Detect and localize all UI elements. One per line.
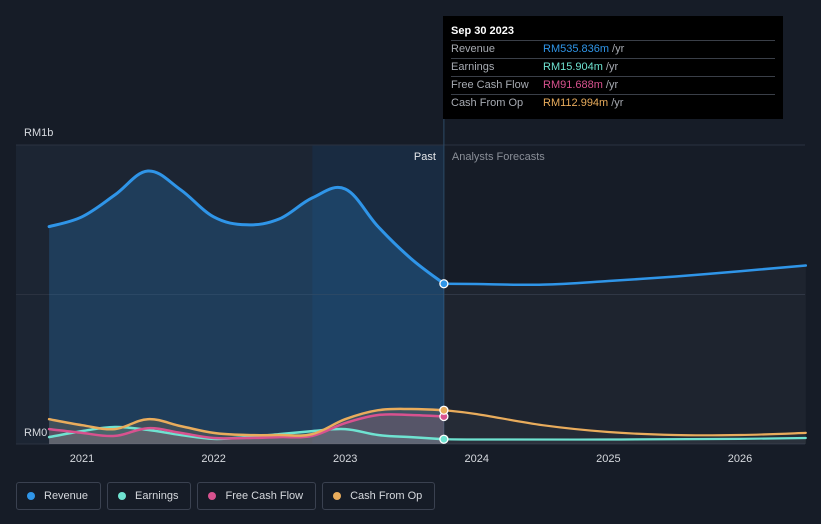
tooltip-row-revenue: Revenue RM535.836m /yr xyxy=(451,40,775,58)
x-tick-label-2022: 2022 xyxy=(201,453,225,465)
legend-label: Cash From Op xyxy=(350,490,423,502)
cash-from-op-past-line xyxy=(47,407,446,437)
y-axis-top-label: RM1b xyxy=(24,127,53,139)
forecast-label: Analysts Forecasts xyxy=(452,151,545,163)
chart-grid-layer xyxy=(16,95,805,445)
cash-from-op-forecast-line xyxy=(442,409,807,437)
tooltip-value-revenue: RM535.836m xyxy=(543,43,610,55)
tooltip-value-earnings: RM15.904m xyxy=(543,61,603,73)
tooltip-row-earnings: Earnings RM15.904m /yr xyxy=(451,58,775,76)
free-cash-flow-dot-icon xyxy=(208,492,217,500)
legend-label: Free Cash Flow xyxy=(225,490,304,502)
cash-from-op-dot-icon xyxy=(333,492,342,500)
cash-from-op-past-area xyxy=(49,408,444,444)
past-label: Past xyxy=(414,151,436,163)
earnings-dot-icon xyxy=(118,492,127,500)
chart-line-layer xyxy=(47,169,808,441)
tooltip-label: Free Cash Flow xyxy=(451,79,529,91)
revenue-point-marker xyxy=(439,279,449,289)
y-axis-bottom-label: RM0 xyxy=(24,427,47,439)
tooltip-label: Revenue xyxy=(451,43,496,55)
free-cash-flow-past-area xyxy=(49,414,444,444)
revenue-forecast-area xyxy=(443,265,806,444)
chart-text-layer: RM1b RM0 2021 2022 2023 2024 2025 2026 Past Analy… xyxy=(24,127,752,465)
x-tick-label-2023: 2023 xyxy=(333,453,357,465)
legend-label: Earnings xyxy=(135,490,179,502)
tooltip-unit: /yr xyxy=(605,79,619,91)
legend-item-free-cash-flow[interactable]: Free Cash Flow xyxy=(197,482,317,510)
tooltip-unit: /yr xyxy=(605,61,619,73)
chart-marker-layer xyxy=(439,279,449,444)
revenue-past-area xyxy=(49,170,444,444)
tooltip-unit: /yr xyxy=(612,43,625,55)
tooltip-value-cash-from-op: RM112.994m xyxy=(543,97,609,109)
tooltip-label: Cash From Op xyxy=(451,97,524,109)
x-tick-label-2026: 2026 xyxy=(728,453,752,465)
x-tick-label-2024: 2024 xyxy=(465,453,489,465)
legend-label: Revenue xyxy=(44,490,89,502)
tooltip-label: Earnings xyxy=(451,61,495,73)
data-tooltip: Sep 30 2023 Revenue RM535.836m /yr Earni… xyxy=(443,16,783,119)
tooltip-unit: /yr xyxy=(611,97,624,109)
revenue-past-line xyxy=(47,169,446,286)
tooltip-value-free-cash-flow: RM91.688m xyxy=(543,79,603,91)
legend-item-earnings[interactable]: Earnings xyxy=(107,482,192,510)
legend-item-cash-from-op[interactable]: Cash From Op xyxy=(322,482,436,510)
chart-legend: Revenue Earnings Free Cash Flow Cash Fro… xyxy=(16,482,436,510)
x-tick-label-2025: 2025 xyxy=(596,453,620,465)
tooltip-row-cash-from-op: Cash From Op RM112.994m /yr xyxy=(451,94,775,112)
revenue-forecast-line xyxy=(442,264,808,287)
tooltip-row-free-cash-flow: Free Cash Flow RM91.688m /yr xyxy=(451,76,775,94)
earnings-forecast-line xyxy=(442,436,807,441)
legend-item-revenue[interactable]: Revenue xyxy=(16,482,102,510)
revenue-dot-icon xyxy=(27,492,35,500)
cash-from-op-point-marker xyxy=(439,405,449,415)
free-cash-flow-past-line xyxy=(47,413,446,440)
tooltip-date: Sep 30 2023 xyxy=(451,25,514,37)
earnings-past-area xyxy=(49,426,444,444)
earnings-point-marker xyxy=(439,434,449,444)
x-tick-label-2021: 2021 xyxy=(70,453,94,465)
chart-area-layer xyxy=(49,170,806,444)
